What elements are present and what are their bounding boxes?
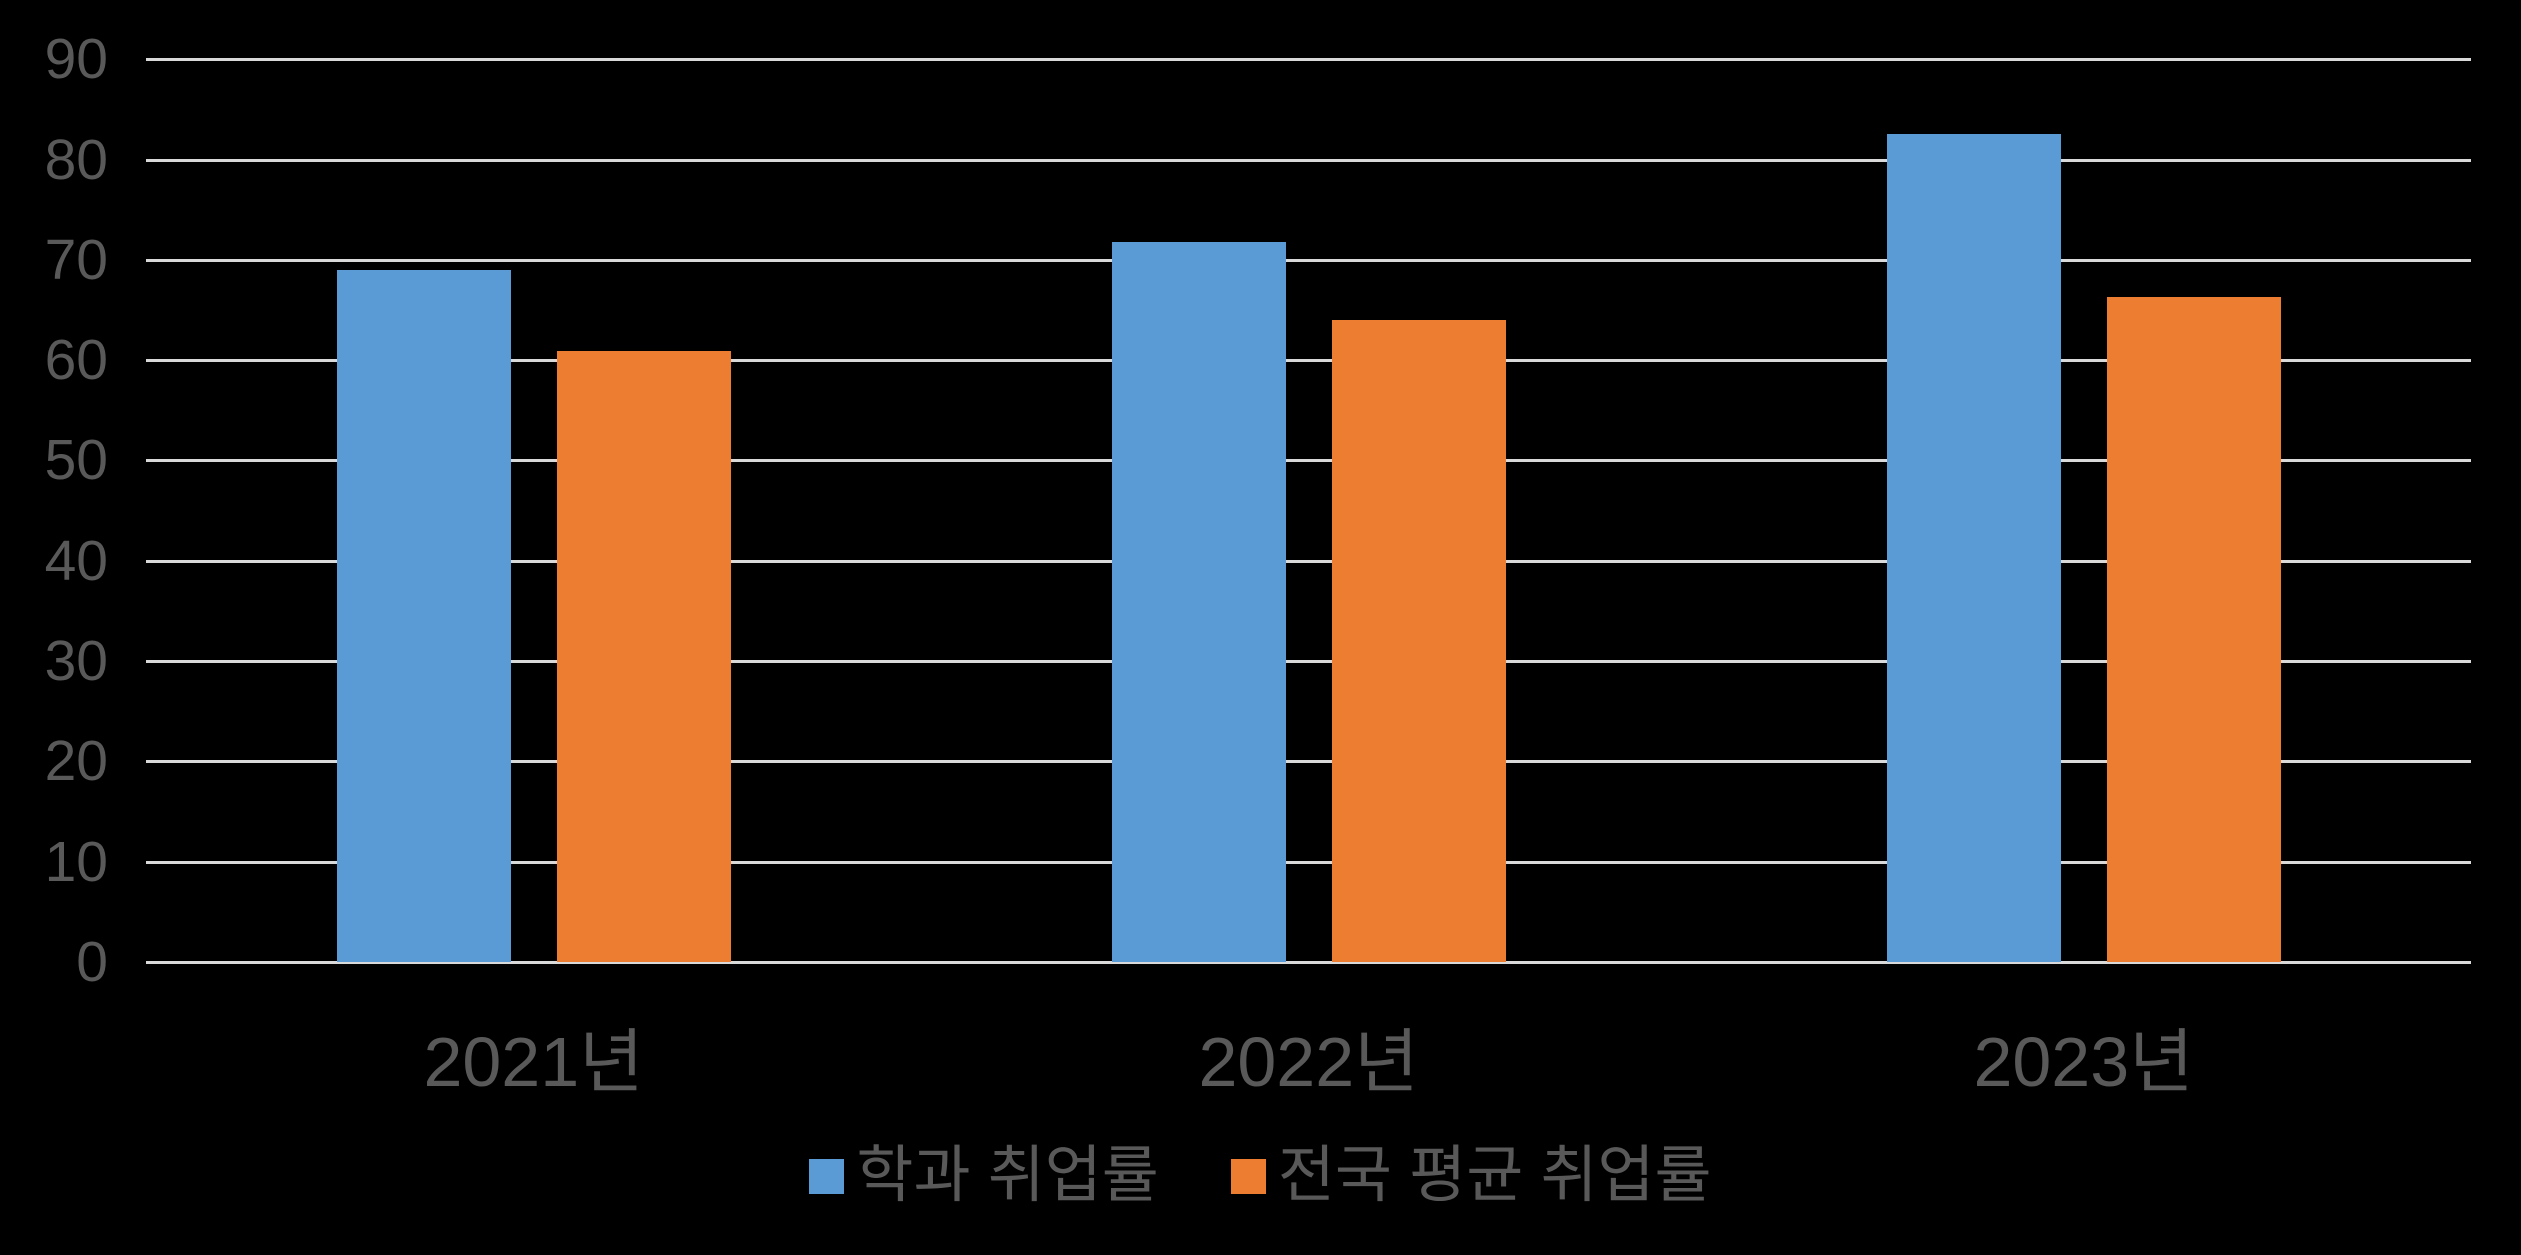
bar-series1-cat2 [1111, 242, 1286, 963]
y-axis-tick-label: 20 [44, 729, 108, 794]
gridline [146, 760, 2471, 764]
y-axis-tick-label: 30 [44, 629, 108, 694]
bar-series2-cat3 [2106, 297, 2281, 963]
gridline [146, 459, 2471, 463]
legend-label: 학과 취업률 [856, 1141, 1159, 1210]
bar-series2-cat2 [1331, 319, 1506, 963]
x-axis-category-label: 2022년 [1198, 1023, 1419, 1101]
y-axis-tick-label: 10 [44, 829, 108, 894]
y-axis-tick-label: 60 [44, 328, 108, 393]
x-axis-category-label: 2023년 [1973, 1023, 2194, 1101]
y-axis-tick-label: 50 [44, 428, 108, 493]
legend-swatch-icon [1230, 1158, 1266, 1194]
gridline [146, 961, 2471, 964]
y-axis-tick-label: 90 [44, 27, 108, 92]
x-axis-category-label: 2021년 [423, 1023, 644, 1101]
y-axis-tick-label: 80 [44, 127, 108, 192]
bar-series2-cat1 [556, 350, 731, 963]
y-axis-tick-label: 70 [44, 227, 108, 292]
gridline [146, 58, 2471, 62]
gridline [146, 158, 2471, 162]
legend-item: 전국 평균 취업률 [1230, 1141, 1712, 1210]
gridline [146, 660, 2471, 664]
gridline [146, 860, 2471, 864]
gridline [146, 559, 2471, 563]
legend-item: 학과 취업률 [809, 1141, 1159, 1210]
bar-series1-cat1 [336, 270, 511, 963]
gridline [146, 258, 2471, 262]
legend: 학과 취업률 전국 평균 취업률 [0, 1141, 2521, 1210]
gridline [146, 359, 2471, 363]
legend-label: 전국 평균 취업률 [1277, 1141, 1712, 1210]
y-axis-tick-label: 40 [44, 528, 108, 593]
bar-series1-cat3 [1886, 133, 2061, 963]
y-axis-tick-label: 0 [76, 930, 108, 994]
legend-swatch-icon [809, 1158, 845, 1194]
